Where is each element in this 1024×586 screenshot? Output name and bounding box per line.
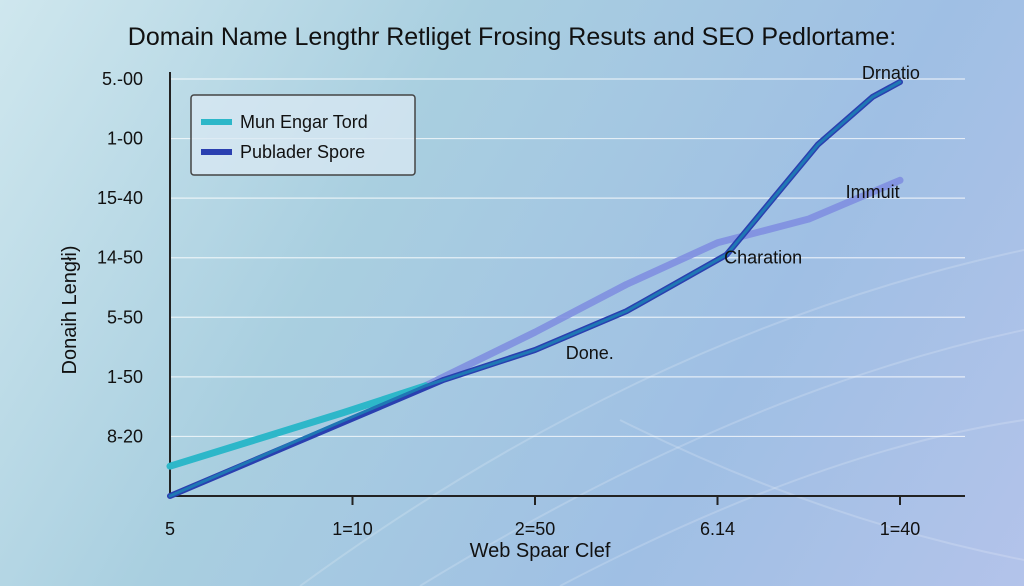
x-tick-label: 2=50 — [515, 519, 556, 539]
x-axis-label: Web Spaar Clef — [470, 540, 611, 562]
legend: Mun Engar Tord Publader Spore — [190, 94, 416, 176]
x-tick-labels: 5 1=10 2=50 6.14 1=40 — [165, 496, 920, 539]
legend-entry-1: Publader Spore — [240, 142, 365, 162]
series-line-3 — [168, 80, 902, 498]
series-layer — [166, 79, 904, 499]
legend-entry-0: Mun Engar Tord — [240, 112, 368, 132]
series-line-2 — [422, 176, 904, 390]
y-tick-label: 1-00 — [107, 129, 143, 149]
annotation-3: Done. — [566, 343, 614, 363]
x-tick-label: 1=10 — [332, 519, 373, 539]
annotation-1: Immuit — [846, 182, 900, 202]
background-curves — [299, 249, 1024, 586]
x-tick-label: 6.14 — [700, 519, 735, 539]
chart-title: Domain Name Lengthr Retliget Frosing Res… — [128, 23, 896, 51]
y-axis-label: Donaih Lengłi) — [59, 246, 81, 375]
y-tick-label: 1-50 — [107, 367, 143, 387]
annotation-0: Drnatio — [862, 63, 920, 83]
series-line-0 — [166, 382, 429, 470]
x-tick-label: 5 — [165, 519, 175, 539]
y-tick-label: 15-40 — [97, 188, 143, 208]
y-tick-label: 5.-00 — [102, 69, 143, 89]
y-tick-labels: 5.-00 1-00 15-40 14-50 5-50 1-50 8-20 — [97, 69, 143, 446]
y-tick-label: 8-20 — [107, 426, 143, 446]
legend-box — [190, 94, 416, 176]
x-tick-label: 1=40 — [880, 519, 921, 539]
annotation-2: Charation — [724, 248, 802, 268]
y-tick-label: 5-50 — [107, 307, 143, 327]
annotations: Drnatio Immuit Charation Done. — [566, 63, 920, 363]
y-tick-label: 14-50 — [97, 248, 143, 268]
